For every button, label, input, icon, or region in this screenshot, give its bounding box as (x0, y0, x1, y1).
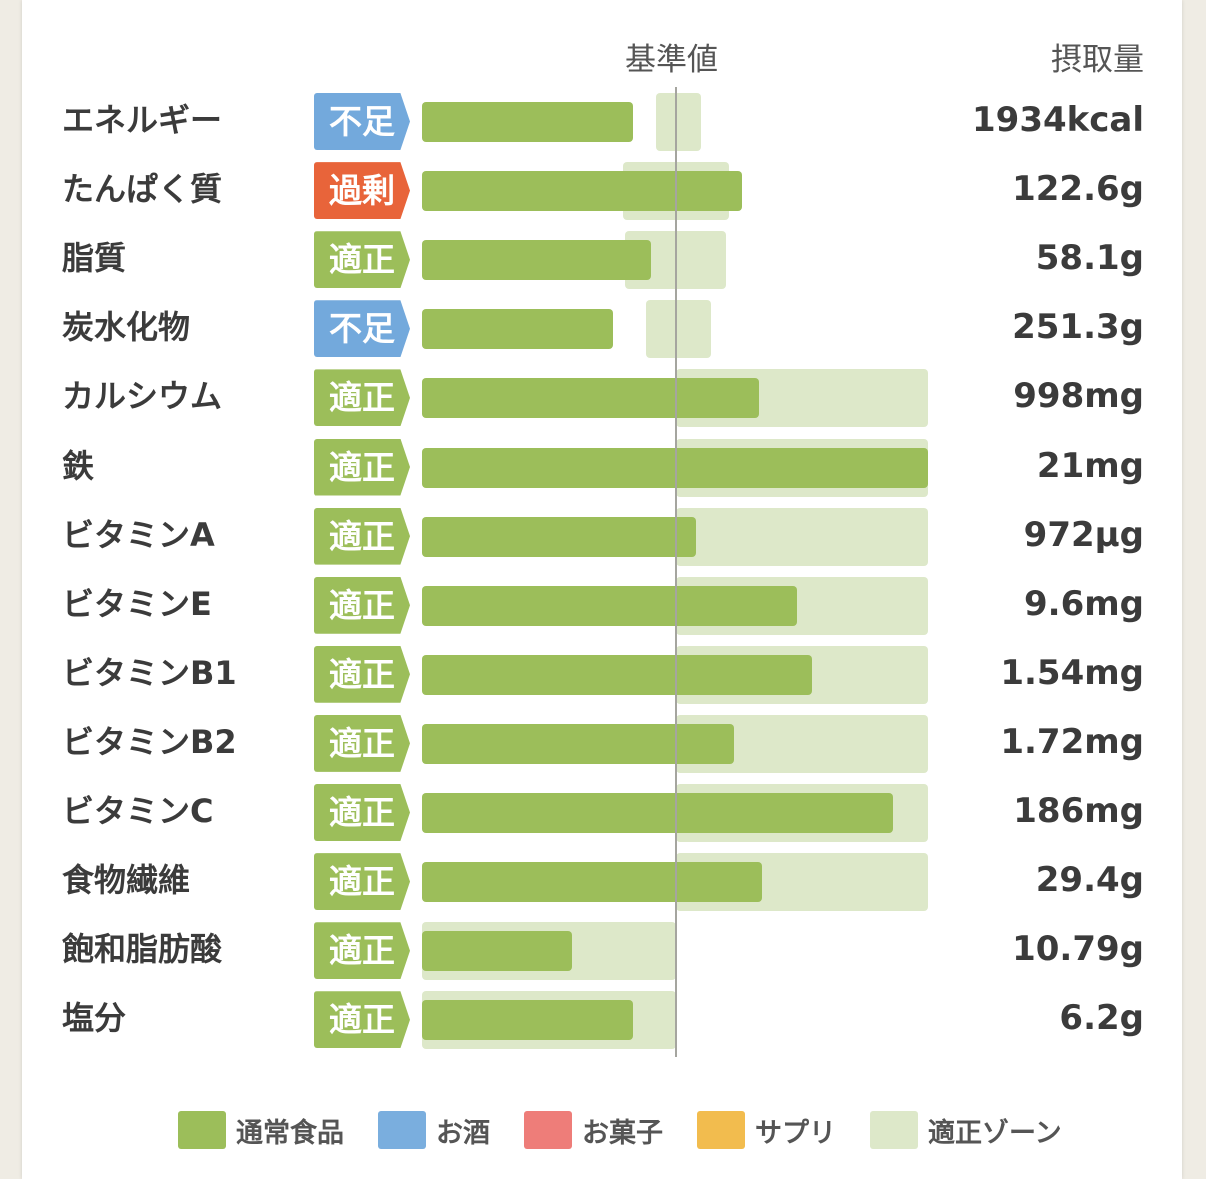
intake-bar (422, 654, 813, 695)
status-badge: 適正 (314, 784, 410, 841)
intake-bar (422, 793, 893, 833)
legend-swatch (178, 1111, 226, 1149)
intake-value: 9.6mg (1024, 583, 1144, 624)
nutrient-name: 鉄 (62, 446, 95, 485)
nutrient-name: たんぱく質 (62, 170, 223, 209)
nutrient-row: 食物繊維 適正 29.4g (22, 848, 1182, 917)
intake-bar (422, 862, 762, 903)
intake-value: 186mg (1013, 791, 1144, 831)
intake-bar (422, 171, 742, 212)
nutrient-name: 脂質 (62, 239, 127, 278)
legend-label: お酒 (436, 1117, 490, 1149)
legend-item: お酒 (378, 1111, 490, 1150)
legend-item: お菓子 (524, 1111, 663, 1150)
intake-bar (422, 378, 760, 419)
intake-bar (422, 102, 633, 142)
legend-item: 適正ゾーン (870, 1111, 1062, 1150)
nutrient-name: ビタミンA (62, 515, 215, 554)
nutrient-name: エネルギー (62, 101, 223, 139)
nutrient-name: カルシウム (62, 377, 223, 416)
intake-header: 摂取量 (1051, 42, 1144, 78)
intake-bar (422, 931, 572, 972)
status-badge: 適正 (314, 645, 410, 703)
legend-item: 通常食品 (178, 1111, 344, 1150)
nutrient-row: エネルギー 不足 1934kcal (22, 88, 1182, 157)
nutrient-row: 塩分 適正 6.2g (22, 986, 1182, 1055)
intake-value: 1.54mg (1000, 652, 1144, 693)
intake-bar (422, 240, 651, 281)
optimal-zone (676, 507, 928, 566)
nutrient-name: ビタミンE (62, 584, 212, 623)
intake-value: 1.72mg (1000, 721, 1144, 762)
legend-swatch (524, 1111, 572, 1149)
status-badge: 適正 (314, 438, 410, 496)
status-badge: 適正 (314, 507, 410, 565)
legend-label: 通常食品 (236, 1117, 344, 1149)
intake-value: 972µg (1023, 514, 1144, 555)
nutrient-name: 飽和脂肪酸 (62, 930, 223, 969)
nutrient-row: ビタミンC 適正 186mg (22, 779, 1182, 848)
nutrient-row: 脂質 適正 58.1g (22, 226, 1182, 295)
legend-swatch (870, 1111, 918, 1149)
status-badge: 適正 (314, 922, 410, 980)
nutrient-row: 飽和脂肪酸 適正 10.79g (22, 917, 1182, 986)
nutrient-name: 炭水化物 (62, 308, 191, 347)
status-badge: 適正 (314, 369, 410, 427)
legend-label: 適正ゾーン (928, 1117, 1062, 1149)
legend-item: サプリ (697, 1111, 836, 1150)
nutrient-row: ビタミンB2 適正 1.72mg (22, 710, 1182, 779)
optimal-zone (655, 93, 702, 151)
nutrient-row: たんぱく質 過剰 122.6g (22, 157, 1182, 226)
intake-value: 21mg (1036, 445, 1144, 486)
nutrient-row: 鉄 適正 21mg (22, 434, 1182, 503)
nutrient-row: カルシウム 適正 998mg (22, 364, 1182, 433)
reference-header: 基準値 (625, 42, 718, 78)
nutrition-chart-card: 基準値 摂取量 エネルギー 不足 1934kcal たんぱく質 過剰 122.6g 脂質 適正… (22, 0, 1182, 1179)
intake-value: 122.6g (1012, 169, 1144, 210)
intake-value: 10.79g (1012, 929, 1144, 970)
status-badge: 不足 (314, 300, 410, 358)
intake-value: 251.3g (1012, 307, 1144, 348)
status-badge: 適正 (314, 853, 410, 911)
nutrient-row: ビタミンE 適正 9.6mg (22, 572, 1182, 641)
intake-bar (422, 723, 734, 764)
intake-bar (422, 585, 797, 626)
nutrient-row: ビタミンA 適正 972µg (22, 503, 1182, 572)
intake-bar (422, 309, 613, 350)
intake-bar (422, 516, 697, 557)
intake-value: 29.4g (1035, 860, 1144, 901)
nutrient-name: ビタミンB1 (62, 653, 237, 692)
nutrient-name: 塩分 (62, 999, 127, 1038)
nutrient-name: ビタミンC (62, 792, 214, 830)
status-badge: 適正 (314, 231, 410, 289)
nutrient-name: ビタミンB2 (62, 722, 237, 761)
legend-label: お菓子 (582, 1117, 663, 1149)
optimal-zone (645, 300, 712, 359)
status-badge: 適正 (314, 714, 410, 772)
legend-label: サプリ (755, 1117, 836, 1149)
status-badge: 不足 (314, 93, 410, 150)
status-badge: 適正 (314, 991, 410, 1049)
status-badge: 適正 (314, 576, 410, 634)
intake-value: 1934kcal (972, 100, 1144, 140)
reference-line (675, 87, 677, 1057)
nutrient-row: 炭水化物 不足 251.3g (22, 295, 1182, 364)
nutrient-name: 食物繊維 (62, 861, 191, 900)
legend-swatch (378, 1111, 426, 1149)
nutrient-row: ビタミンB1 適正 1.54mg (22, 641, 1182, 710)
status-badge: 過剰 (314, 162, 410, 220)
intake-value: 58.1g (1035, 238, 1144, 279)
legend: 通常食品 お酒 お菓子 サプリ 適正ゾーン (178, 1108, 1096, 1152)
intake-value: 6.2g (1059, 998, 1144, 1039)
intake-value: 998mg (1013, 376, 1144, 417)
legend-swatch (697, 1111, 745, 1149)
intake-bar (422, 1000, 633, 1041)
